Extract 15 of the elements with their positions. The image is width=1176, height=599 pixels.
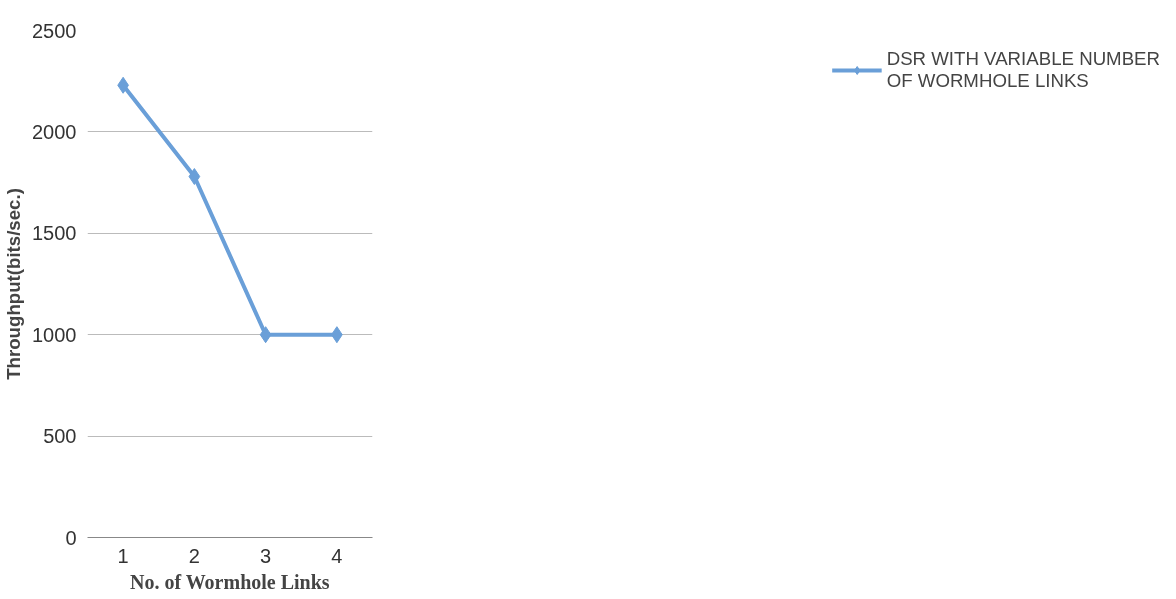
x-tick-label: 2 — [188, 544, 200, 567]
point — [259, 326, 272, 344]
y-axis-title: Throughput(bits/sec.) — [3, 188, 25, 380]
y-tick-label: 0 — [65, 526, 77, 549]
y-tick-label: 2500 — [32, 19, 77, 42]
point — [188, 168, 201, 186]
x-tick-label: 3 — [260, 544, 272, 567]
x-tick-label: 4 — [331, 544, 343, 567]
y-tick-label: 2000 — [32, 120, 77, 143]
y-tick-label: 1500 — [32, 222, 77, 245]
x-tick-label: 1 — [117, 544, 129, 567]
legend-label: DSR WITH VARIABLE NUMBER OF WORMHOLE LINKS — [886, 47, 1160, 93]
y-tick-label: 1000 — [32, 323, 77, 346]
x-axis-title: No. of Wormhole Links — [129, 570, 330, 593]
y-tick-label: 500 — [43, 425, 77, 448]
